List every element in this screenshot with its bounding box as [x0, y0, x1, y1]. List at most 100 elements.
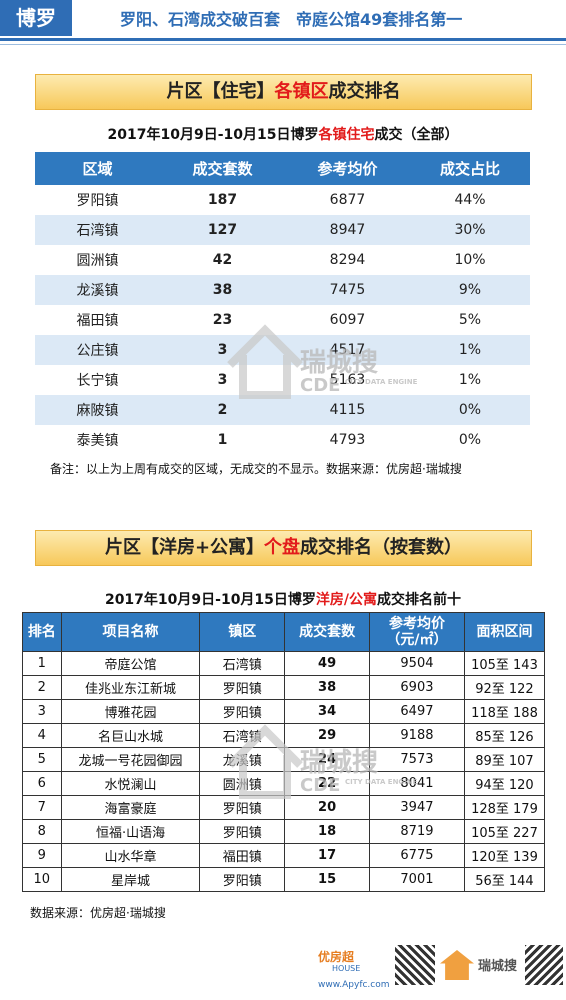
table-cell: 6	[22, 771, 62, 796]
table-cell: 38	[284, 675, 370, 700]
table-cell: 8	[22, 819, 62, 844]
column-header: 参考均价	[285, 152, 410, 185]
banner-text: 片区【洋房+公寓】	[104, 537, 265, 558]
table-cell: 49	[284, 651, 370, 676]
section-banner: 片区【住宅】各镇区成交排名	[35, 74, 532, 110]
watermark: 瑞城搜	[300, 748, 379, 778]
table-cell: 92至 122	[463, 675, 546, 700]
header-line: 参考均价	[388, 616, 445, 632]
watermark: CDE	[300, 375, 341, 396]
table-cell: 4	[22, 723, 62, 748]
column-header: 镇区	[199, 612, 286, 652]
logo-text: 优房超	[318, 950, 355, 964]
table-cell: 10%	[410, 245, 530, 275]
table-cell: 85至 126	[463, 723, 546, 748]
table-cell: 8947	[285, 215, 410, 245]
table-row: 泰美镇 1 4793 0%	[35, 425, 530, 455]
header-row: 区域 成交套数 参考均价 成交占比	[35, 152, 530, 185]
table-cell: 7001	[369, 867, 465, 892]
watermark-icon	[227, 324, 303, 399]
subtitle-text: 2017年10月9日-10月15日博罗	[107, 127, 319, 143]
table-row: 10 星岸城 罗阳镇 15 7001 56至 144	[22, 867, 546, 892]
table-cell: 5%	[410, 305, 530, 335]
table-cell: 罗阳镇	[35, 185, 160, 215]
column-header: 成交套数	[284, 612, 370, 652]
column-header: 排名	[22, 612, 62, 652]
table-cell: 2	[22, 675, 62, 700]
table-cell: 4517	[285, 335, 410, 365]
table-cell: 公庄镇	[35, 335, 160, 365]
table-cell: 5163	[285, 365, 410, 395]
column-header: 面积区间	[463, 612, 546, 652]
banner-text: 片区【住宅】	[166, 81, 275, 102]
table-cell: 89至 107	[463, 747, 546, 772]
table-cell: 44%	[410, 185, 530, 215]
table-cell: 38	[160, 275, 285, 305]
table-cell: 罗阳镇	[199, 699, 286, 724]
table-cell: 2	[160, 395, 285, 425]
table-cell: 8041	[369, 771, 465, 796]
table-cell: 星岸城	[60, 867, 201, 892]
column-header: 参考均价 （元/㎡）	[369, 612, 465, 652]
column-header: 区域	[35, 152, 160, 185]
note: 备注：以上为上周有成交的区域，无成交的不显示。数据来源：优房超·瑞城搜	[50, 462, 462, 476]
table-row: 8 恒福·山语海 罗阳镇 18 8719 105至 227	[22, 819, 546, 844]
table-cell: 9	[22, 843, 62, 868]
footer-url: www.Apyfc.com	[318, 980, 390, 990]
watermark: CITY DATA ENGINE	[345, 378, 418, 386]
table-cell: 恒福·山语海	[60, 819, 201, 844]
table-cell: 1%	[410, 365, 530, 395]
logo-text: 瑞城搜	[478, 959, 518, 974]
table-cell: 7573	[369, 747, 465, 772]
table-cell: 1	[22, 651, 62, 676]
note: 数据来源：优房超·瑞城搜	[30, 906, 166, 920]
table-row: 9 山水华章 福田镇 17 6775 120至 139	[22, 843, 546, 868]
table-cell: 105至 143	[463, 651, 546, 676]
table-cell: 4115	[285, 395, 410, 425]
table-cell: 6497	[369, 699, 465, 724]
subtitle-text: 成交（全部）	[374, 127, 459, 143]
table-cell: 3	[22, 699, 62, 724]
banner-text: 成交排名（按套数）	[300, 537, 463, 558]
table-cell: 1%	[410, 335, 530, 365]
subtitle-text: 2017年10月9日-10月15日博罗	[104, 592, 316, 608]
table-row: 2 佳兆业东江新城 罗阳镇 38 6903 92至 122	[22, 675, 546, 700]
header-row: 排名 项目名称 镇区 成交套数 参考均价 （元/㎡） 面积区间	[22, 612, 546, 652]
table-cell: 6097	[285, 305, 410, 335]
table-cell: 9504	[369, 651, 465, 676]
table-cell: 福田镇	[35, 305, 160, 335]
table-cell: 3947	[369, 795, 465, 820]
table-cell: 0%	[410, 425, 530, 455]
watermark: 瑞城搜	[300, 348, 379, 378]
table-cell: 9%	[410, 275, 530, 305]
table-cell: 福田镇	[199, 843, 286, 868]
table-row: 圆洲镇 42 8294 10%	[35, 245, 530, 275]
table-cell: 10	[22, 867, 62, 892]
region-tag: 博罗	[0, 0, 72, 36]
table-cell: 127	[160, 215, 285, 245]
table-cell: 石湾镇	[35, 215, 160, 245]
table-cell: 山水华章	[60, 843, 201, 868]
table-cell: 128至 179	[463, 795, 546, 820]
divider	[0, 38, 566, 41]
table-cell: 120至 139	[463, 843, 546, 868]
table-cell: 187	[160, 185, 285, 215]
qr-code	[525, 945, 563, 985]
table-cell: 6877	[285, 185, 410, 215]
table-cell: 罗阳镇	[199, 675, 286, 700]
table-cell: 帝庭公馆	[60, 651, 201, 676]
table-cell: 龙城一号花园御园	[60, 747, 201, 772]
table-cell: 8294	[285, 245, 410, 275]
table-cell: 105至 227	[463, 819, 546, 844]
table-row: 罗阳镇 187 6877 44%	[35, 185, 530, 215]
table-cell: 罗阳镇	[199, 867, 286, 892]
table-cell: 9188	[369, 723, 465, 748]
watermark: CITY DATA ENGINE	[345, 778, 418, 786]
table-row: 福田镇 23 6097 5%	[35, 305, 530, 335]
column-header: 成交占比	[410, 152, 530, 185]
table-cell: 博雅花园	[60, 699, 201, 724]
table-cell: 5	[22, 747, 62, 772]
column-header: 成交套数	[160, 152, 285, 185]
divider	[0, 44, 566, 45]
